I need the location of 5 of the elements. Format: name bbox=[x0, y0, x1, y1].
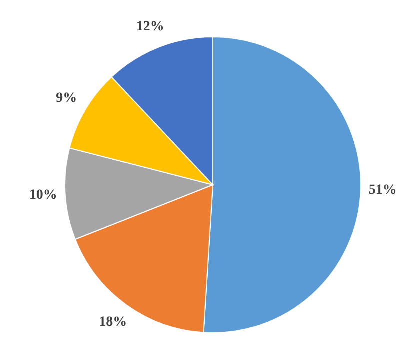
data-label: 10% bbox=[29, 188, 58, 204]
data-label: 9% bbox=[56, 90, 78, 106]
data-label: 51% bbox=[368, 182, 397, 198]
data-label: 18% bbox=[99, 315, 128, 330]
data-label: 12% bbox=[136, 19, 164, 34]
